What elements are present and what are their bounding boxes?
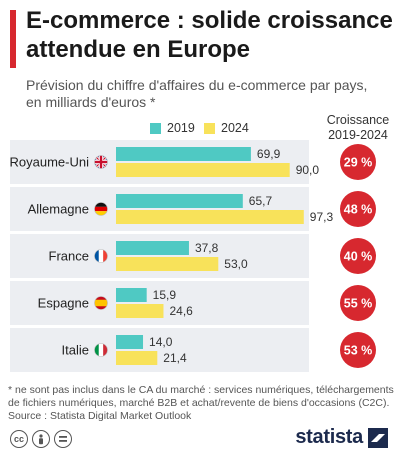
bar-2019 bbox=[116, 241, 189, 255]
statista-mark-icon bbox=[368, 427, 388, 448]
growth-label: 55 % bbox=[344, 297, 373, 311]
category-label: Espagne bbox=[38, 296, 89, 311]
growth-column-header: Croissance 2019-2024 bbox=[326, 113, 390, 142]
growth-circle bbox=[340, 238, 376, 274]
statista-logo[interactable]: statista bbox=[295, 426, 388, 449]
creative-commons-icon[interactable]: cc bbox=[10, 430, 28, 448]
legend-label-2019: 2019 bbox=[167, 121, 195, 135]
uk-flag-icon bbox=[94, 155, 108, 169]
growth-label: 29 % bbox=[344, 156, 373, 170]
category-label: France bbox=[49, 249, 89, 264]
bar-2019 bbox=[116, 335, 144, 349]
spain-flag-icon bbox=[94, 296, 108, 310]
value-label-2019: 65,7 bbox=[249, 194, 273, 208]
category-label: Allemagne bbox=[28, 202, 89, 217]
france-flag-icon bbox=[94, 249, 108, 263]
growth-circle bbox=[340, 144, 376, 180]
license-icons: cc bbox=[10, 430, 72, 448]
value-label-2024: 97,3 bbox=[310, 210, 334, 224]
no-derivatives-icon[interactable] bbox=[54, 430, 72, 448]
legend-label-2024: 2024 bbox=[221, 121, 249, 135]
bar-2024 bbox=[116, 304, 164, 318]
footnote: * ne sont pas inclus dans le CA du march… bbox=[8, 384, 396, 423]
growth-label: 40 % bbox=[344, 250, 373, 264]
germany-flag-icon bbox=[94, 202, 108, 216]
chart-subtitle: Prévision du chiffre d'affaires du e-com… bbox=[26, 77, 368, 110]
value-label-2024: 21,4 bbox=[163, 351, 187, 365]
bar-2024 bbox=[116, 351, 158, 365]
value-label-2024: 90,0 bbox=[296, 163, 320, 177]
footnote-note: * ne sont pas inclus dans le CA du march… bbox=[8, 384, 394, 409]
bar-2024 bbox=[116, 257, 219, 271]
italy-flag-icon bbox=[94, 343, 108, 357]
growth-label: 53 % bbox=[344, 344, 373, 358]
growth-circle bbox=[340, 191, 376, 227]
legend-swatch-2024 bbox=[204, 122, 215, 134]
brand-name: statista bbox=[295, 426, 363, 448]
growth-circle bbox=[340, 332, 376, 368]
bar-chart: Royaume-Uni 69,9 90,0 29 % Allemagne 65,7 97,3… bbox=[10, 140, 376, 372]
row-band bbox=[10, 328, 309, 372]
bar-2024 bbox=[116, 163, 290, 177]
value-label-2024: 24,6 bbox=[169, 304, 193, 318]
value-label-2024: 53,0 bbox=[224, 257, 248, 271]
category-label: Italie bbox=[62, 343, 89, 358]
category-label: Royaume-Uni bbox=[10, 155, 90, 170]
legend-swatch-2019 bbox=[150, 122, 161, 134]
value-label-2019: 69,9 bbox=[257, 147, 281, 161]
title-accent-bar bbox=[10, 10, 16, 68]
value-label-2019: 14,0 bbox=[149, 335, 173, 349]
legend-item-2019: 2019 bbox=[150, 121, 195, 135]
growth-circle bbox=[340, 285, 376, 321]
bar-2019 bbox=[116, 288, 147, 302]
growth-label: 48 % bbox=[344, 203, 373, 217]
attribution-icon[interactable] bbox=[32, 430, 50, 448]
value-label-2019: 15,9 bbox=[153, 288, 177, 302]
bar-2019 bbox=[116, 147, 251, 161]
legend-item-2024: 2024 bbox=[204, 121, 249, 135]
chart-title: E-commerce : solide croissance attendue … bbox=[26, 7, 393, 63]
bar-2024 bbox=[116, 210, 304, 224]
value-label-2019: 37,8 bbox=[195, 241, 219, 255]
bar-2019 bbox=[116, 194, 243, 208]
footnote-source: Source : Statista Digital Market Outlook bbox=[8, 410, 192, 422]
